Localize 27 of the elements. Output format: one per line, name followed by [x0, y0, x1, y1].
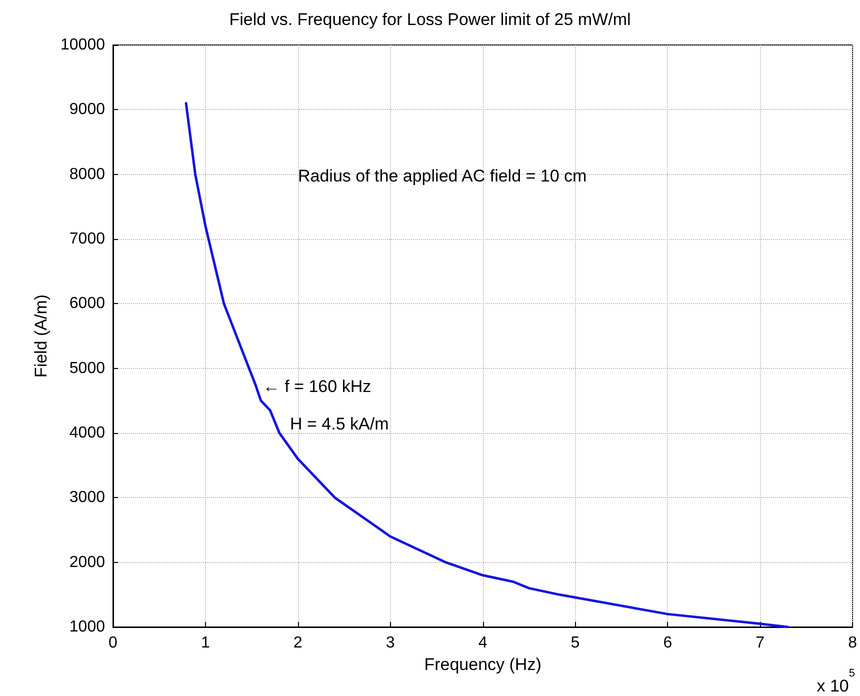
y-tick-label: 10000 [60, 36, 106, 54]
y-tick-label: 9000 [69, 101, 106, 118]
x-tick-label: 6 [663, 634, 672, 652]
x-tick-label: 3 [386, 634, 395, 652]
chart-title: Field vs. Frequency for Loss Power limit of 25 mW/ml [229, 10, 631, 29]
y-axis-title: Field (A/m) [32, 294, 51, 378]
x-tick-label: 7 [756, 634, 765, 652]
annotation: ← f = 160 kHz [262, 377, 372, 396]
x-tick-label: 0 [108, 634, 118, 652]
y-tick-label: 8000 [69, 166, 106, 183]
x-tick-label: 8 [848, 634, 858, 652]
line-series [184, 102, 790, 628]
x-tick-label: 5 [570, 634, 580, 652]
x-tick-label: 2 [293, 634, 302, 652]
text: x 105 [816, 668, 856, 696]
annotation: Radius of the applied AC field = 10 cm [298, 166, 587, 186]
y-tick-label: 4000 [69, 424, 106, 442]
y-tick-label: 1000 [69, 618, 106, 636]
y-tick-label: 6000 [69, 295, 106, 312]
x-tick-label: 4 [478, 634, 488, 652]
y-tick-label: 7000 [69, 230, 106, 248]
y-tick-label: 5000 [69, 360, 106, 377]
x-axis-title: Frequency (Hz) [424, 654, 542, 674]
x-tick-label: 1 [200, 634, 210, 652]
annotation: H = 4.5 kA/m [290, 414, 389, 434]
y-tick-label: 2000 [69, 554, 106, 571]
y-tick-label: 3000 [69, 489, 106, 506]
